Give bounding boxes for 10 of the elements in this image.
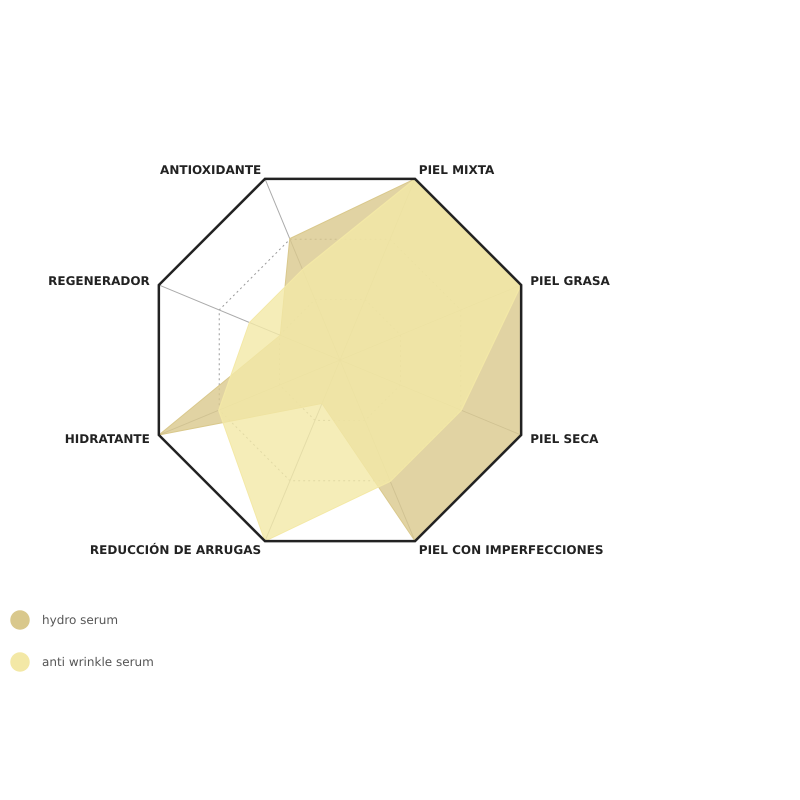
legend-label: anti wrinkle serum xyxy=(42,655,154,669)
spoke-label: REGENERADOR xyxy=(48,274,150,288)
spoke-label: HIDRATANTE xyxy=(64,432,150,446)
spoke-label: PIEL MIXTA xyxy=(418,162,495,177)
spoke-label: PIEL CON IMPERFECCIONES xyxy=(418,543,604,558)
legend-label: hydro serum xyxy=(42,613,118,627)
spoke-label: PIEL SECA xyxy=(530,432,600,446)
spoke-label: REDUCCIÓN DE ARRUGAS xyxy=(90,542,262,558)
spoke-label: ANTIOXIDANTE xyxy=(160,162,262,177)
spoke-label: PIEL GRASA xyxy=(530,274,611,288)
